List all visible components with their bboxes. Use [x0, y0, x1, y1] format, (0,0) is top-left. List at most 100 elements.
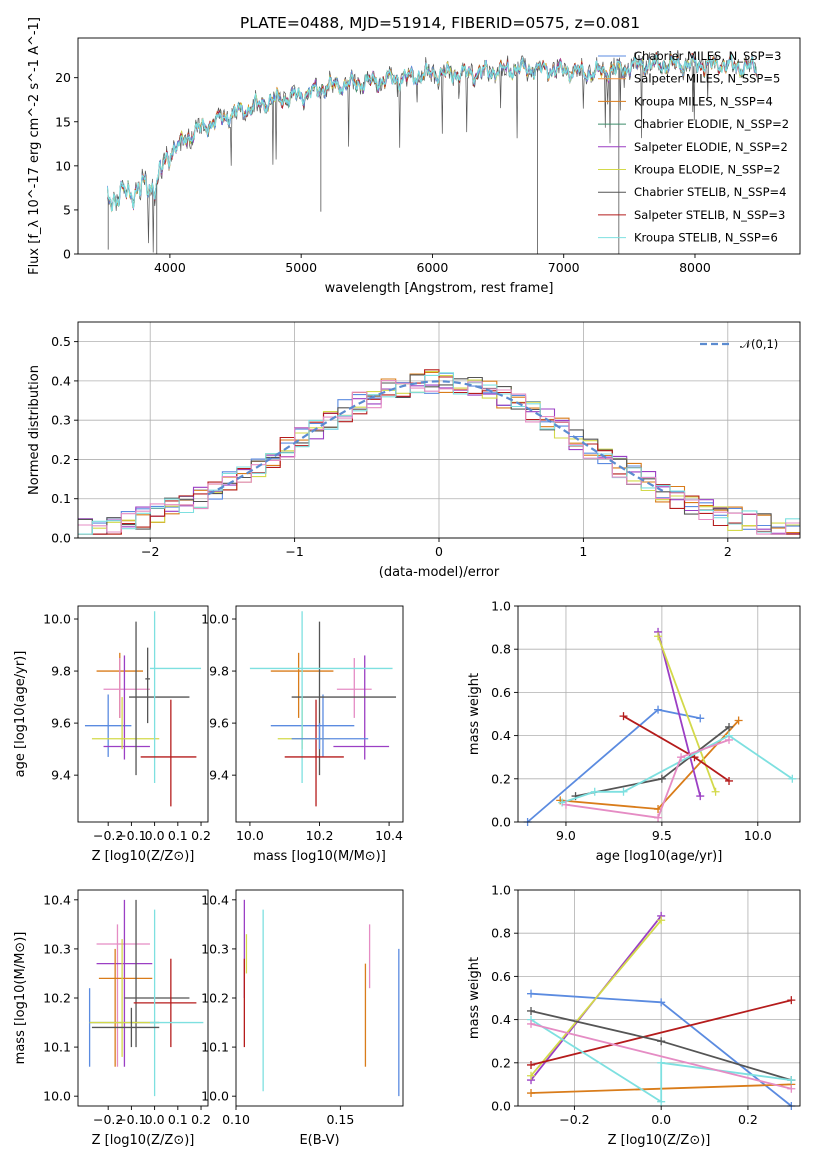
x-tick-label: 0	[435, 544, 443, 559]
weight-marker	[590, 787, 599, 796]
legend-entry: Kroupa ELODIE, N_SSP=2	[634, 163, 780, 177]
weight-marker	[696, 792, 705, 801]
weight-marker	[654, 813, 663, 822]
y-axis-label: mass [log10(M/M⊙)]	[13, 932, 28, 1065]
x-tick-label: 0.2	[191, 1112, 211, 1127]
weight-marker	[527, 1089, 536, 1098]
x-axis-label: E(B-V)	[299, 1133, 339, 1148]
weight-marker	[654, 705, 663, 714]
y-axis-label: Flux [f_λ 10^-17 erg cm^-2 s^-1 A^-1]	[27, 17, 42, 275]
weight-marker	[696, 714, 705, 723]
y-tick-label: 10.2	[201, 991, 229, 1006]
age-weight-plot	[523, 627, 797, 826]
x-tick-label: −1	[285, 544, 303, 559]
ebv-mass-frame: 0.10 0.15 10.0 10.1 10.2 10.3 10.4 E(B-V)	[201, 889, 404, 1148]
x-tick-label: 0.2	[191, 828, 211, 843]
spectrum-plot	[106, 50, 757, 254]
y-tick-label: 0	[63, 247, 71, 262]
weight-marker	[657, 998, 666, 1007]
x-axis-label: age [log10(age/yr)]	[596, 849, 723, 864]
legend-entry: Kroupa MILES, N_SSP=4	[634, 94, 773, 108]
weight-series	[530, 999, 792, 1066]
weight-marker	[657, 1058, 666, 1067]
y-tick-label: 10.1	[43, 1040, 71, 1055]
weight-series	[560, 719, 740, 810]
x-tick-label: 8000	[679, 260, 711, 275]
x-tick-label: 0.2	[738, 1112, 758, 1127]
y-tick-label: 9.6	[51, 716, 71, 731]
x-tick-label: −0.2	[559, 1112, 589, 1127]
weight-marker	[787, 1076, 796, 1085]
weight-marker	[711, 787, 720, 796]
y-tick-label: 9.4	[209, 768, 229, 783]
age-weight-frame: 9.0 9.5 10.0 0.0 0.2 0.4 0.6 0.8 1.0 age [log10(a…	[467, 599, 801, 864]
gaussian-curve	[207, 380, 664, 496]
axes-frame	[517, 605, 801, 823]
residuals-frame: −2 −1 0 1 2 0.0 0.1 0.2 0.3 0.4 0.5 (data-model)/er…	[27, 321, 801, 580]
z-age-frame: −0.2−0.10.0 0.1 0.2 9.4 9.6 9.8 10.0 Z [log10(Z…	[13, 605, 211, 864]
weight-marker	[527, 1071, 536, 1080]
x-tick-label: 10.0	[744, 828, 772, 843]
y-tick-label: 0.3	[51, 413, 71, 428]
mass-age-plot	[249, 611, 397, 807]
y-tick-label: 10.3	[201, 941, 229, 956]
y-axis-label: Normed distribution	[27, 365, 42, 495]
weight-series	[530, 919, 662, 1077]
x-tick-label: 9.0	[556, 828, 576, 843]
weight-marker	[788, 774, 797, 783]
figure-title: PLATE=0488, MJD=51914, FIBERID=0575, z=0…	[240, 14, 640, 32]
y-tick-label: 1.0	[491, 883, 511, 898]
axes-frame	[77, 605, 209, 823]
y-tick-label: 10.1	[201, 1040, 229, 1055]
y-tick-label: 9.6	[209, 716, 229, 731]
x-tick-label: 0.0	[145, 1112, 165, 1127]
y-tick-label: 15	[55, 114, 71, 129]
weight-marker	[787, 1084, 796, 1093]
z-weight-plot	[527, 911, 796, 1110]
weight-marker	[657, 1097, 666, 1106]
x-tick-label: −0.1	[116, 828, 146, 843]
y-tick-label: 10.0	[43, 1089, 71, 1104]
x-axis-label: mass [log10(M/M⊙)]	[253, 849, 386, 864]
y-axis-label: mass weight	[467, 673, 482, 755]
weight-series	[657, 631, 702, 797]
weight-marker	[657, 916, 666, 925]
y-tick-label: 0.8	[491, 926, 511, 941]
weight-marker	[657, 774, 666, 783]
y-tick-label: 10.3	[43, 941, 71, 956]
x-tick-label: 10.2	[306, 828, 334, 843]
weight-marker	[619, 787, 628, 796]
x-tick-label: 0.1	[168, 828, 188, 843]
x-tick-label: −0.1	[116, 1112, 146, 1127]
y-tick-label: 10	[55, 158, 71, 173]
spectrum-line	[106, 54, 757, 212]
z-mass-frame: −0.2−0.10.0 0.1 0.2 10.0 10.1 10.2 10.3 10.4 Z […	[13, 889, 211, 1148]
z-age-plot	[84, 611, 202, 807]
axes-frame	[517, 889, 801, 1107]
legend-entry: 𝒩(0,1)	[740, 337, 778, 351]
y-tick-label: 0.2	[491, 771, 511, 786]
y-axis-label: age [log10(age/yr)]	[13, 651, 28, 778]
y-tick-label: 0.1	[51, 491, 71, 506]
x-axis-label: Z [log10(Z/Z⊙)]	[92, 849, 195, 864]
x-tick-label: 0.15	[326, 1112, 354, 1127]
y-tick-label: 10.4	[43, 892, 71, 907]
x-tick-label: 0.0	[651, 1112, 671, 1127]
y-tick-label: 10.4	[201, 892, 229, 907]
weight-marker	[725, 722, 734, 731]
mass-age-frame: 10.0 10.2 10.4 9.4 9.6 9.8 10.0 mass [log10(M/M…	[201, 605, 404, 864]
x-tick-label: −2	[141, 544, 159, 559]
x-axis-label: Z [log10(Z/Z⊙)]	[608, 1133, 711, 1148]
z-weight-frame: −0.2 0.0 0.2 0.0 0.2 0.4 0.6 0.8 1.0 Z [log10(Z/Z…	[467, 883, 801, 1148]
weight-marker	[527, 989, 536, 998]
weight-marker	[787, 996, 796, 1005]
x-tick-label: 0.10	[222, 1112, 250, 1127]
y-tick-label: 1.0	[491, 599, 511, 614]
x-tick-label: 0.1	[168, 1112, 188, 1127]
histogram-series	[78, 369, 800, 535]
y-tick-label: 0.0	[491, 815, 511, 830]
x-tick-label: 0.0	[145, 828, 165, 843]
y-axis-label: mass weight	[467, 957, 482, 1039]
y-tick-label: 0.5	[51, 334, 71, 349]
